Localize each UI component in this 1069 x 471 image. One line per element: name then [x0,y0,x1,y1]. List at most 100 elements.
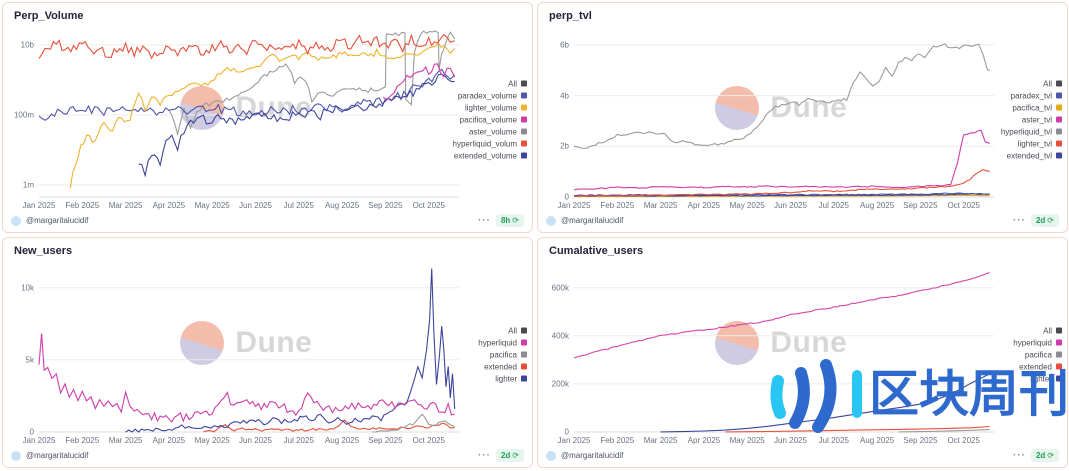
legend-item[interactable]: extended [478,362,527,371]
author-handle[interactable]: @margaritalucidif [561,451,624,460]
card-footer: @margaritalucidif ··· 2d ⟳ [538,447,1067,467]
x-tick-label: Aug 2025 [859,436,895,445]
refresh-icon: ⟳ [512,216,519,225]
x-tick-label: Mar 2025 [108,201,143,210]
line-chart[interactable] [573,266,994,433]
legend-item[interactable]: pacifica [478,350,527,359]
legend-item[interactable]: paradex_tvl [1001,91,1062,100]
line-chart[interactable] [38,30,459,198]
x-axis: Jan 2025 Feb 2025 Mar 2025 Apr 2025 May 2025… [23,201,459,213]
x-axis: Jan 2025 Feb 2025 Mar 2025 Apr 2025 May 2025… [23,436,459,448]
legend-item[interactable]: hyperliquid_volum [453,139,527,148]
author-handle[interactable]: @margaritalucidif [561,216,624,225]
x-tick-label: May 2025 [729,436,765,445]
legend-label: extended_volume [453,151,517,160]
legend-label: pacifica_volume [459,115,517,124]
legend-label: All [1043,326,1052,335]
line-chart[interactable] [573,31,994,198]
legend-item[interactable]: hyperliquid [478,338,527,347]
line-chart[interactable] [38,266,459,433]
x-tick-label: Jun 2025 [239,436,272,445]
x-tick-label: Jan 2025 [22,436,56,445]
more-menu-button[interactable]: ··· [477,449,491,461]
y-axis: 10b 100m 1m [3,31,34,197]
refresh-badge-text: 2d [1035,216,1046,225]
chart-title: perp_tvl [549,10,592,22]
refresh-badge[interactable]: 2d ⟳ [1030,449,1059,462]
x-tick-label: Apr 2025 [687,436,721,445]
more-menu-button[interactable]: ··· [1012,449,1026,461]
author-avatar[interactable] [11,215,21,226]
x-tick-label: Feb 2025 [600,201,635,210]
y-tick-label: 0 [29,427,34,437]
legend-swatch [1056,375,1062,382]
legend-item[interactable]: lighter [1013,374,1062,383]
legend-item[interactable]: All [1001,79,1062,88]
author-avatar[interactable] [546,215,556,226]
legend-item[interactable]: extended_volume [453,151,527,160]
more-menu-button[interactable]: ··· [477,214,491,226]
x-tick-label: Aug 2025 [324,436,360,445]
y-tick-label: 10k [21,283,34,293]
x-axis: Jan 2025 Feb 2025 Mar 2025 Apr 2025 May 2025… [558,436,994,448]
x-tick-label: Sep 2025 [368,201,403,210]
y-axis: 6b 4b 2b 0 [538,31,569,201]
legend-item[interactable]: All [1013,326,1062,335]
legend-label: All [508,326,517,335]
legend-swatch [521,327,527,334]
legend-item[interactable]: lighter_tvl [1001,139,1062,148]
legend-swatch [521,128,527,135]
refresh-badge[interactable]: 8h ⟳ [495,214,524,227]
legend-item[interactable]: aster_tvl [1001,115,1062,124]
legend-swatch [521,104,527,111]
y-tick-label: 0 [564,427,569,437]
x-tick-label: Oct 2025 [412,436,445,445]
legend-label: lighter [1030,374,1052,383]
legend-swatch [521,80,527,87]
refresh-icon: ⟳ [512,451,519,460]
legend-swatch [1056,104,1062,111]
legend-swatch [1056,351,1062,358]
legend-item[interactable]: extended_tvl [1001,151,1062,160]
author-handle[interactable]: @margaritalucidif [26,216,89,225]
refresh-badge[interactable]: 2d ⟳ [495,449,524,462]
author-avatar[interactable] [546,450,556,461]
chart-title: New_users [14,245,73,257]
y-tick-label: 6b [560,40,569,50]
more-menu-button[interactable]: ··· [1012,214,1026,226]
legend-item[interactable]: lighter_volume [453,103,527,112]
legend-swatch [521,116,527,123]
legend-item[interactable]: All [453,79,527,88]
refresh-badge[interactable]: 2d ⟳ [1030,214,1059,227]
legend-item[interactable]: pacifica [1013,350,1062,359]
y-tick-label: 2b [560,141,569,151]
legend-item[interactable]: All [478,326,527,335]
legend-swatch [521,339,527,346]
legend-item[interactable]: pacifica_tvl [1001,103,1062,112]
legend-item[interactable]: paradex_volume [453,91,527,100]
legend-item[interactable]: pacifica_volume [453,115,527,124]
y-axis: 10k 5k 0 [3,266,34,436]
author-avatar[interactable] [11,450,21,461]
author-handle[interactable]: @margaritalucidif [26,451,89,460]
x-tick-label: Oct 2025 [412,201,445,210]
legend-label: hyperliquid_tvl [1000,127,1052,136]
x-tick-label: Sep 2025 [903,436,938,445]
legend-item[interactable]: lighter [478,374,527,383]
legend-item[interactable]: hyperliquid [1013,338,1062,347]
legend-swatch [1056,152,1062,159]
legend-swatch [1056,128,1062,135]
x-tick-label: Jun 2025 [774,436,807,445]
refresh-badge-text: 8h [500,216,511,225]
y-tick-label: 10b [20,40,34,50]
legend-swatch [521,363,527,370]
legend-swatch [521,375,527,382]
legend-item[interactable]: hyperliquid_tvl [1001,127,1062,136]
legend-swatch [521,351,527,358]
legend-item[interactable]: aster_volume [453,127,527,136]
legend-label: All [1043,79,1052,88]
x-tick-label: Jul 2025 [818,201,849,210]
legend-item[interactable]: extended [1013,362,1062,371]
legend-label: lighter [495,374,517,383]
